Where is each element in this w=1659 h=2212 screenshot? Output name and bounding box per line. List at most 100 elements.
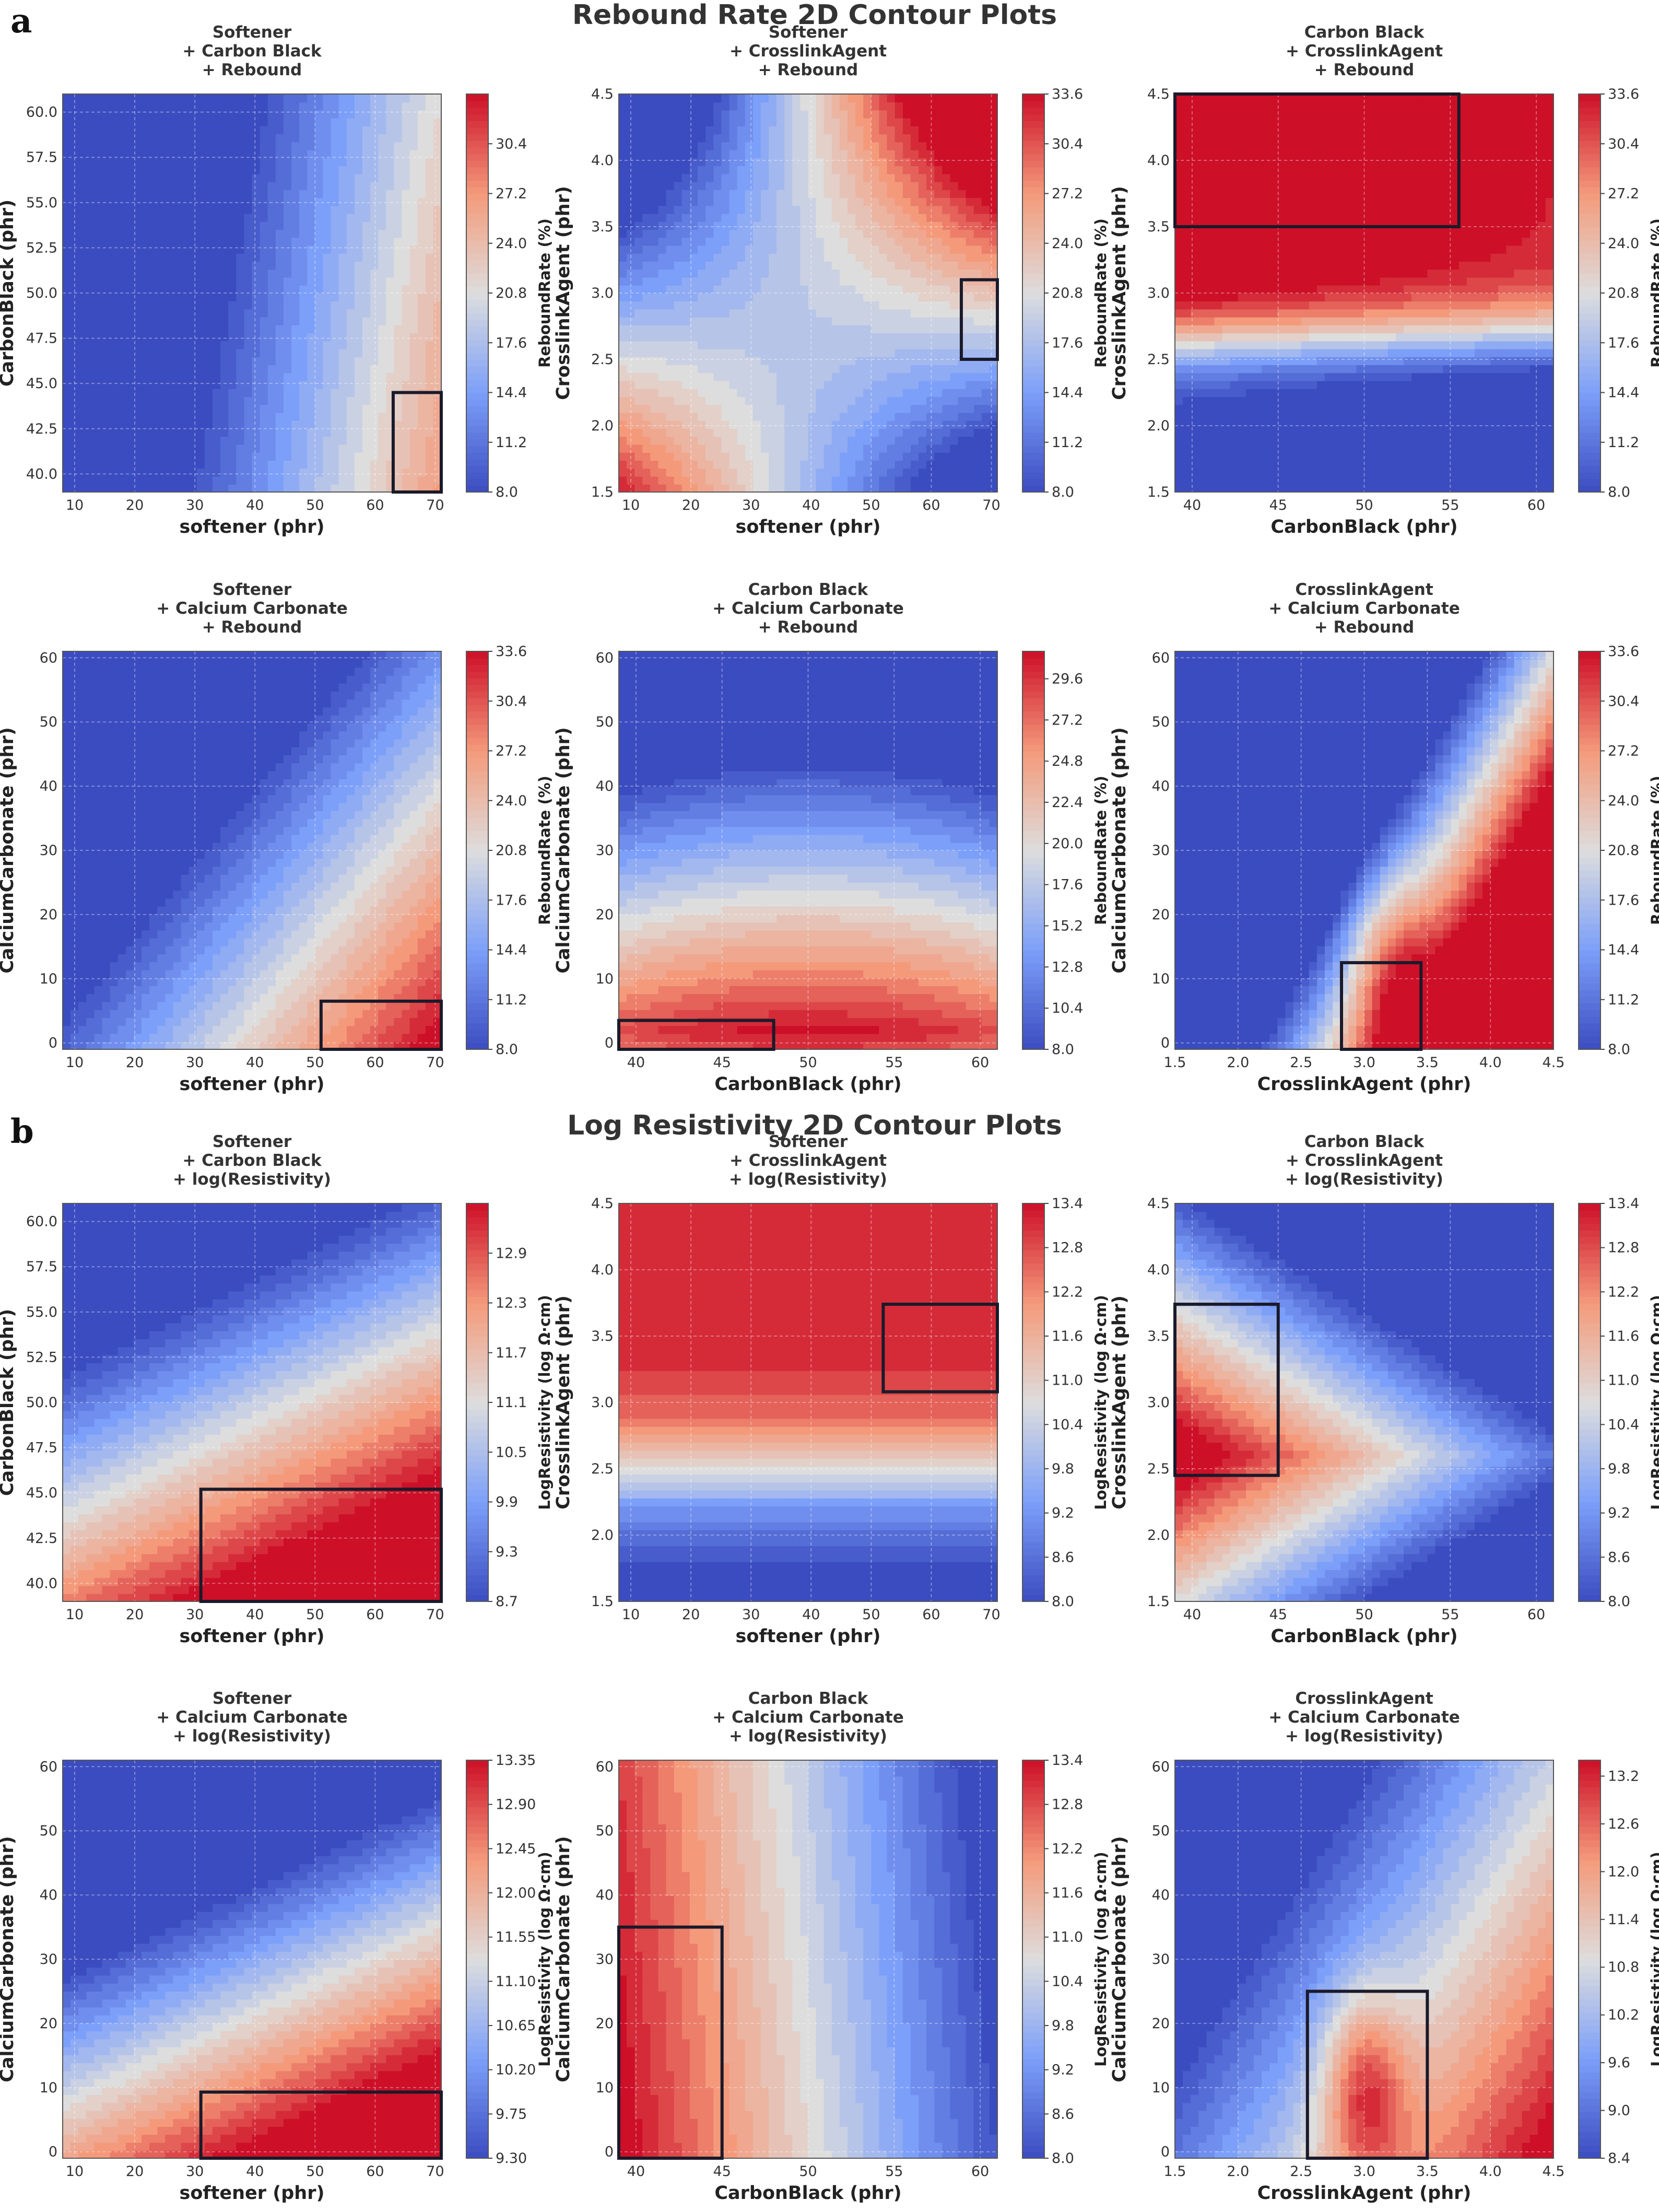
contour-cell [737,293,746,302]
contour-cell [650,341,659,349]
contour-cell [354,261,363,270]
contour-cell [244,325,253,334]
contour-cell [902,253,911,262]
contour-cell [299,436,308,445]
contour-cell [966,428,974,437]
contour-cell [942,484,951,492]
contour-cell [354,213,363,222]
contour-cell [370,221,379,230]
contour-cell [713,420,722,429]
contour-cell [70,261,79,270]
contour-cell [619,333,628,342]
contour-cell [70,484,79,492]
contour-cell [926,348,935,357]
contour-cell [934,197,943,206]
contour-cell [855,388,864,397]
contour-cell [228,484,237,492]
contour-cell [934,277,943,286]
contour-cell [989,221,997,230]
contour-cell [634,301,643,310]
contour-cell [338,325,347,334]
contour-cell [142,134,150,143]
contour-cell [895,428,903,437]
contour-cell [737,420,746,429]
contour-cell [173,317,182,325]
contour-cell [315,237,324,246]
contour-cell [816,134,825,143]
contour-cell [409,237,418,246]
contour-cell [839,348,848,357]
contour-cell [315,197,324,206]
contour-cell [705,468,714,477]
contour-cell [823,317,832,325]
contour-cell [871,166,880,174]
contour-cell [713,404,722,413]
contour-cell [658,173,667,182]
contour-cell [823,325,832,334]
contour-cell [910,365,919,373]
contour-cell [102,173,111,182]
contour-cell [839,468,848,477]
contour-cell [204,428,213,437]
contour-cell [855,189,864,198]
contour-cell [86,388,95,397]
contour-cell [133,348,142,357]
contour-cell [94,166,103,174]
contour-cell [848,301,856,310]
contour-cell [760,404,769,413]
contour-cell [283,166,292,174]
contour-cell [70,189,79,198]
contour-cell [863,325,872,334]
contour-cell [133,420,142,429]
contour-cell [816,365,825,373]
contour-cell [808,269,817,278]
contour-cell [658,261,667,270]
contour-cell [181,293,190,302]
contour-cell [275,372,284,381]
colorbar-segment [466,459,488,466]
contour-cell [370,157,379,167]
contour-cell [879,484,888,492]
contour-cell [989,372,997,381]
contour-cell [713,444,722,453]
contour-cell [642,341,651,349]
contour-cell [705,388,714,397]
contour-cell [681,428,690,437]
colorbar-segment [1022,392,1044,400]
contour-cell [291,245,300,254]
contour-cell [879,468,888,477]
contour-cell [142,444,150,453]
contour-cell [650,356,659,366]
contour-cell [86,436,95,445]
contour-cell [291,102,300,111]
contour-cell [378,484,387,492]
contour-cell [267,420,276,429]
contour-cell [658,412,667,421]
contour-cell [674,333,683,342]
contour-cell [204,157,213,167]
contour-cell [213,452,221,461]
contour-cell [627,102,636,111]
contour-cell [260,484,268,492]
contour-cell [94,460,103,469]
colorbar-segment [1022,446,1044,453]
contour-cell [63,126,72,135]
contour-cell [213,301,221,310]
contour-cell [776,420,785,429]
contour-cell [650,94,659,103]
contour-cell [863,134,872,143]
contour-cell [650,444,659,453]
contour-cell [346,372,355,381]
contour-cell [910,166,919,174]
contour-cell [94,420,103,429]
contour-cell [713,428,722,437]
contour-cell [181,197,190,206]
contour-cell [950,253,959,262]
colorbar-segment [466,372,488,380]
contour-cell [926,301,935,310]
contour-cell [323,237,332,246]
contour-cell [315,396,324,405]
contour-cell [681,213,690,222]
contour-cell [658,134,667,143]
colorbar-segment [1022,412,1044,420]
